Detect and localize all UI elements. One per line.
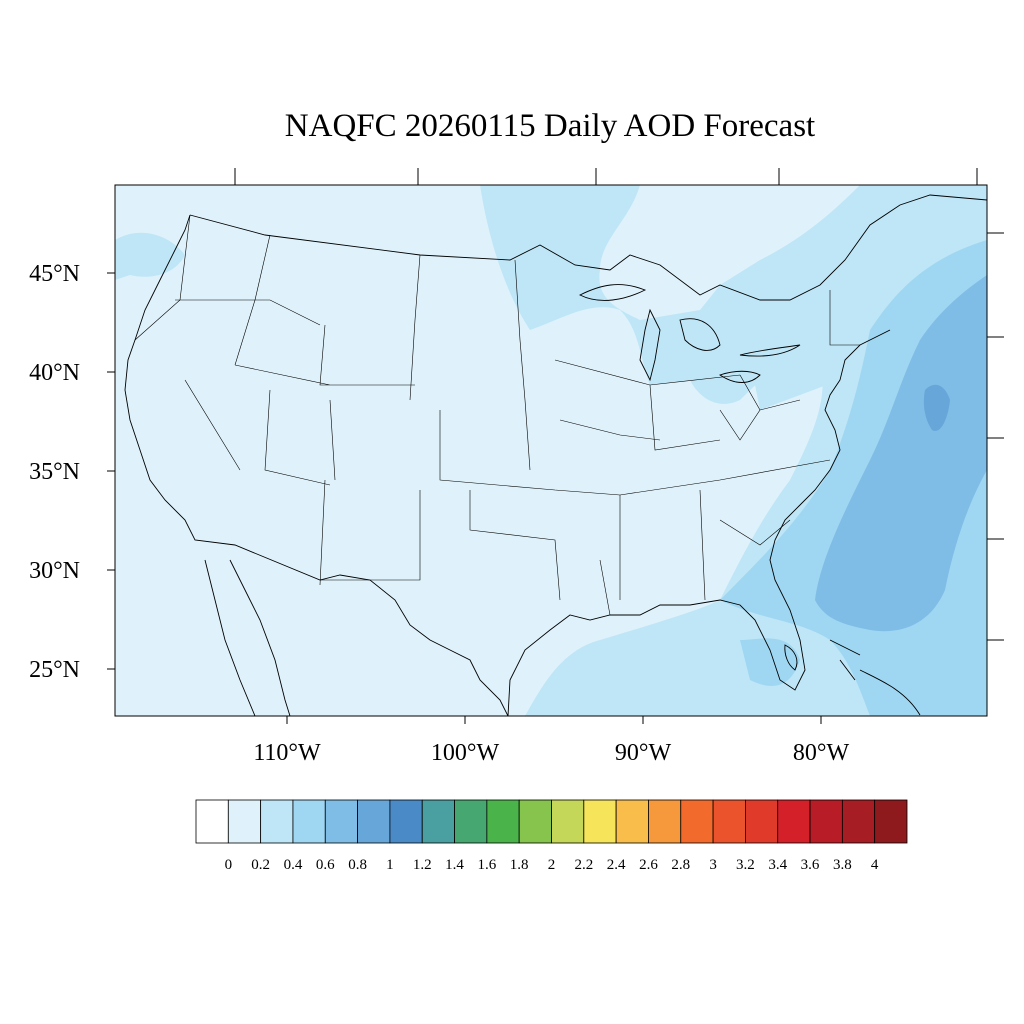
axis-ticks [107,168,1004,724]
colorbar-swatch [227,799,262,844]
colorbar [195,799,908,844]
great-lakes [578,284,801,383]
colorbar-tick-label: 3.4 [768,857,787,873]
colorbar-tick-label: 2.4 [607,857,626,873]
colorbar-tick-label: 2 [548,857,556,873]
lat-label-35n: 35°N [29,459,80,485]
colorbar-tick-label: 0.2 [251,857,270,873]
aod-region-atlantic-offshore-band [815,275,987,632]
caribbean-islands [829,639,921,716]
lat-label-40n: 40°N [29,360,80,386]
colorbar-swatch [551,799,585,844]
colorbar-labels: 0 0.2 0.4 0.6 0.8 1 1.2 1.4 1.6 1.8 2 2.2 2.4 2.6 2.8 3… [225,857,879,873]
coastline-and-borders [124,194,987,716]
aod-region-atlantic-core [923,384,950,431]
map-title: NAQFC 20260115 Daily AOD Forecast [284,108,816,144]
lon-label-80w: 80°W [793,740,850,766]
lat-label-25n: 25°N [29,657,80,683]
colorbar-swatch [777,799,811,844]
colorbar-swatch [292,799,326,844]
colorbar-swatch [874,799,908,844]
colorbar-tick-label: 1.6 [477,857,496,873]
colorbar-tick-label: 0 [225,857,233,873]
lat-label-45n: 45°N [29,261,80,287]
colorbar-tick-label: 3.8 [833,857,852,873]
colorbar-swatch [615,799,649,844]
colorbar-swatch [745,799,779,844]
colorbar-swatch [583,799,617,844]
colorbar-swatch [486,799,520,844]
colorbar-swatch [324,799,358,844]
lon-label-110w: 110°W [253,740,321,766]
colorbar-swatch [680,799,714,844]
colorbar-tick-label: 3 [709,857,717,873]
map-panel [115,185,987,716]
colorbar-swatch [357,799,391,844]
colorbar-swatch [421,799,455,844]
colorbar-swatch [195,799,229,844]
us-outline [124,194,987,716]
colorbar-tick-label: 3.2 [736,857,755,873]
colorbar-swatch [454,799,488,844]
state-borders [134,214,860,616]
map-frame [114,184,988,717]
colorbar-tick-label: 0.4 [284,857,303,873]
colorbar-swatch [841,799,876,844]
aod-region-northeast [750,210,987,410]
lat-label-30n: 30°N [29,558,80,584]
colorbar-tick-label: 1.2 [413,857,432,873]
colorbar-tick-label: 2.6 [639,857,658,873]
colorbar-tick-label: 4 [871,857,879,873]
colorbar-tick-label: 0.8 [348,857,367,873]
colorbar-swatch [518,799,552,844]
colorbar-tick-label: 1 [386,857,394,873]
florida-island [784,644,798,671]
colorbar-tick-label: 3.6 [801,857,820,873]
colorbar-tick-label: 2.8 [671,857,690,873]
colorbar-tick-label: 2.2 [574,857,593,873]
colorbar-swatch [389,799,423,844]
colorbar-swatch [712,799,746,844]
lon-label-100w: 100°W [431,740,500,766]
colorbar-tick-label: 1.8 [510,857,529,873]
lon-label-90w: 90°W [615,740,672,766]
colorbar-swatch [648,799,682,844]
colorbar-swatch [809,799,843,844]
colorbar-swatch [260,799,294,844]
colorbar-tick-label: 0.6 [316,857,335,873]
colorbar-tick-label: 1.4 [445,857,464,873]
mexico-baja [204,559,291,716]
aod-region-pacific-nw [115,232,185,280]
